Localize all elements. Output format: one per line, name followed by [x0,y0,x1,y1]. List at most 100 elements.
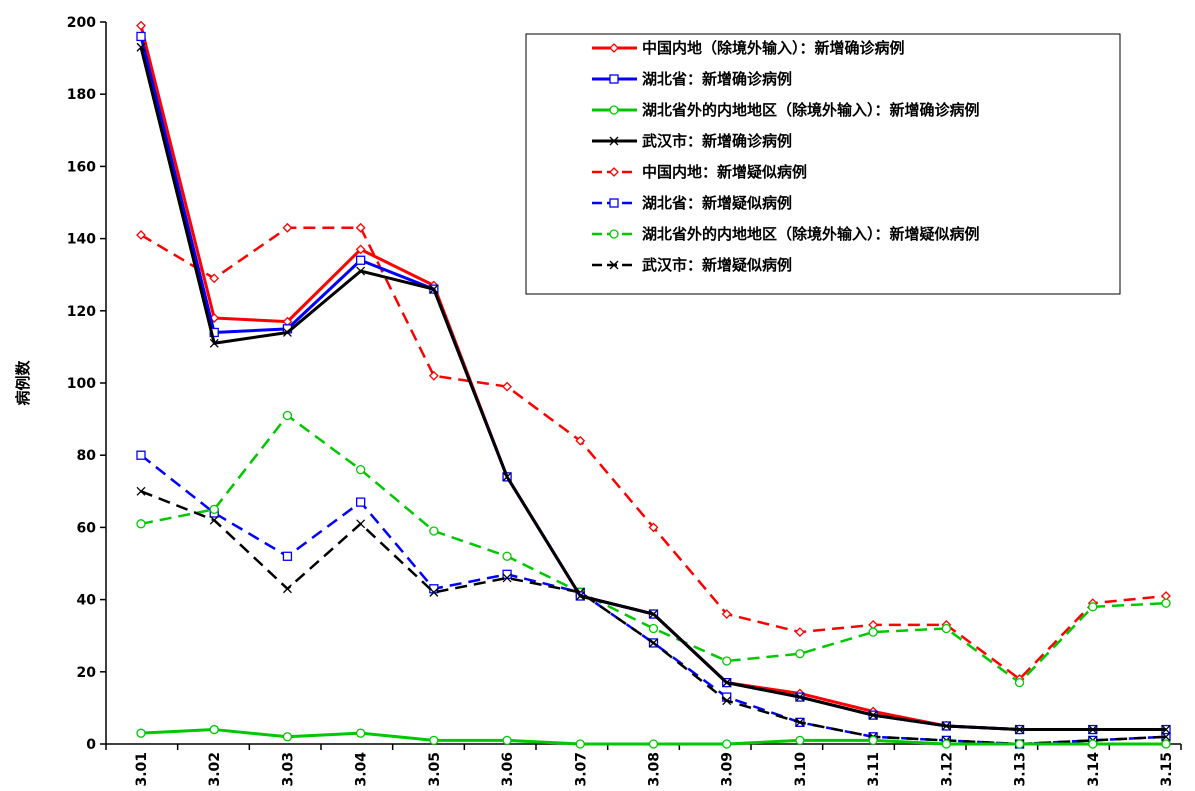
data-point [1014,739,1025,749]
data-point [282,732,293,742]
data-point [282,222,293,233]
data-point [941,623,952,634]
legend-label: 湖北省外的内地地区（除境外输入）：新增确诊病例 [642,101,980,119]
x-tick-label: 3.13 [1013,752,1029,787]
data-point [722,739,732,749]
data-point [209,515,219,525]
data-point [429,587,439,597]
data-point [795,627,805,638]
x-tick-label: 3.06 [500,752,516,787]
data-point [722,696,732,706]
data-point [648,522,659,533]
legend-label: 湖北省外的内地地区（除境外输入）：新增疑似病例 [642,225,980,243]
data-point [1088,739,1098,749]
data-point [609,229,619,239]
x-tick-label: 3.15 [1159,752,1175,787]
legend-label: 湖北省：新增疑似病例 [642,194,792,212]
x-axis-ticks: 3.01 3.02 3.03 3.04 3.05 3.06 3.07 3.08 3.09 3.10… [105,744,1182,787]
data-point [502,381,512,392]
data-point [428,370,439,381]
y-tick-label: 140 [67,232,96,248]
data-point [282,584,292,594]
data-point [575,435,586,446]
series-3 [136,724,1171,749]
data-point [609,167,619,177]
data-point [355,244,366,255]
data-point [282,551,293,561]
data-point [136,230,146,240]
legend-entry: 中国内地：新增疑似病例 [592,163,807,181]
legend-entry: 武汉市：新增确诊病例 [592,132,792,150]
y-tick-label: 200 [67,15,96,31]
data-point [575,591,585,601]
data-point [575,739,585,749]
data-point [609,136,619,146]
y-axis-ticks: 0 20 40 60 80 100 120 140 160 180 200 [67,15,106,753]
data-point [209,504,219,515]
data-point [136,450,146,460]
legend-label: 武汉市：新增确诊病例 [642,132,792,150]
legend: 中国内地（除境外输入）：新增确诊病例湖北省：新增确诊病例湖北省外的内地地区（除境… [525,33,1121,295]
legend-label: 武汉市：新增疑似病例 [642,256,792,274]
data-point [941,721,951,731]
data-point [502,573,512,583]
data-point [355,255,366,265]
data-point [649,638,658,648]
series-4 [136,42,1171,735]
data-point [429,735,439,746]
data-point [282,410,293,421]
data-point [721,609,732,619]
data-point [355,464,366,475]
data-point [609,198,619,208]
x-tick-label: 3.09 [720,752,736,787]
series-5 [136,222,1171,684]
data-point [1014,677,1025,688]
legend-entry: 中国内地（除境外输入）：新增确诊病例 [592,39,905,57]
data-point [609,260,619,270]
series-6 [136,450,1171,749]
data-point [502,551,512,561]
y-tick-label: 120 [67,304,96,320]
data-point [355,497,366,507]
data-point [648,623,659,634]
legend-entry: 武汉市：新增疑似病例 [592,256,792,274]
data-point [722,656,732,666]
data-point [136,728,146,738]
data-point [795,649,805,659]
x-tick-label: 3.03 [280,752,296,787]
legend-entry: 湖北省外的内地地区（除境外输入）：新增疑似病例 [592,225,980,243]
x-tick-label: 3.05 [427,752,443,787]
data-point [429,526,439,536]
x-tick-label: 3.04 [354,752,370,787]
data-point [355,728,366,738]
data-point [356,266,366,276]
x-tick-label: 3.07 [573,752,589,787]
series-layer [136,20,1171,749]
data-point [429,284,439,294]
data-point [136,42,146,52]
data-point [1161,598,1171,608]
data-point [609,43,619,53]
x-tick-label: 3.08 [647,752,663,787]
legend-label: 湖北省：新增确诊病例 [642,70,792,88]
x-tick-label: 3.01 [134,752,150,787]
data-point [795,717,805,727]
data-point [795,692,805,702]
data-point [209,338,219,348]
data-point [648,739,659,749]
x-tick-label: 3.14 [1086,752,1102,787]
data-point [649,609,658,619]
x-tick-label: 3.02 [207,752,223,787]
data-point [356,519,366,529]
data-point [868,710,878,720]
data-point [722,678,732,688]
y-tick-label: 20 [77,665,97,681]
data-point [136,486,146,496]
data-point [209,724,219,735]
y-tick-label: 0 [86,737,96,753]
legend-box [525,33,1121,295]
legend-entry: 湖北省：新增疑似病例 [592,194,792,212]
data-point [941,739,952,749]
data-point [1088,725,1098,735]
data-point [1161,725,1171,735]
